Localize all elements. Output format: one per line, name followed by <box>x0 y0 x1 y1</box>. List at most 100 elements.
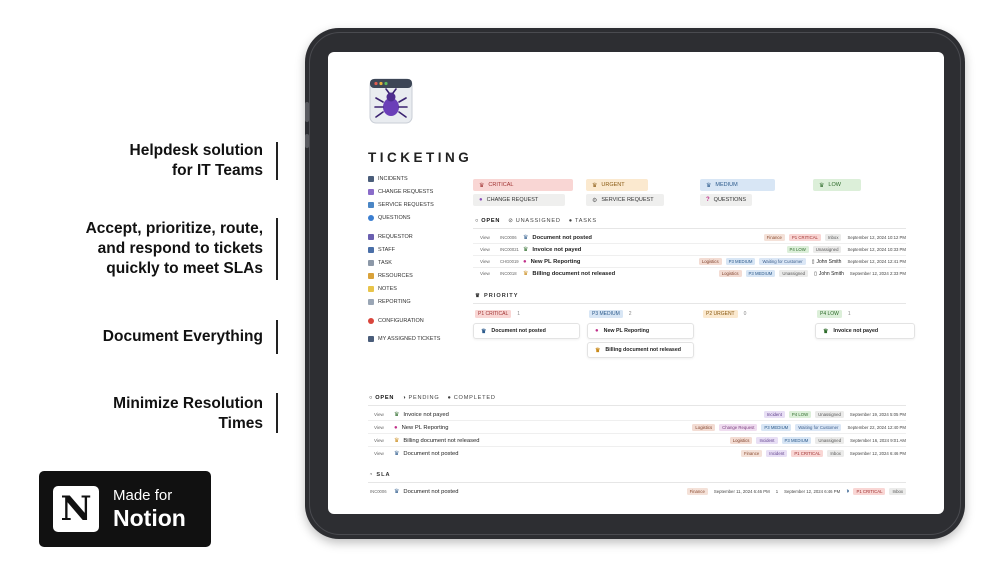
row-divider <box>473 243 906 244</box>
crown-icon: ♛ <box>523 235 529 241</box>
ticket-title: New PL Reporting <box>530 258 581 265</box>
priority-tag: P4 LOW <box>786 246 809 253</box>
tag-low[interactable]: ♛ LOW <box>813 179 861 191</box>
view-link[interactable]: View <box>480 271 490 276</box>
view-link[interactable]: View <box>374 412 384 417</box>
table-row[interactable]: View CHG0019 ● New PL Reporting Logistic… <box>480 256 906 267</box>
column-count: 2 <box>628 311 632 317</box>
tag-change-request[interactable]: ● CHANGE REQUEST <box>473 194 565 206</box>
status-tag: Unassigned <box>815 411 844 418</box>
page-title: TICKETING <box>368 150 473 165</box>
made-for-notion-badge: N Made for Notion <box>39 471 211 547</box>
tablet-side-button <box>305 134 309 148</box>
priority-tag: P3 MEDIUM <box>745 270 776 277</box>
resources-icon <box>368 272 374 279</box>
tab-open[interactable]: ○ OPEN <box>475 218 501 224</box>
dept-tag: Logistics <box>698 258 722 265</box>
assigned-icon <box>368 335 374 342</box>
clock-icon: ◔ <box>369 472 374 478</box>
nav-resources[interactable]: RESOURCES <box>368 269 413 282</box>
sidebar-nav-group2: REQUESTOR STAFF TASK RESOURCES NOTES REP… <box>368 230 413 308</box>
change-request-icon: ● <box>595 328 599 334</box>
board-card[interactable]: ♛ Document not posted <box>473 323 580 339</box>
board-card[interactable]: ♛ Billing document not released <box>587 342 694 358</box>
nav-incidents[interactable]: INCIDENTS <box>368 172 434 185</box>
gear-icon: ⚙ <box>592 197 598 204</box>
tabs-divider <box>473 228 906 229</box>
view-link[interactable]: View <box>374 438 384 443</box>
board-column-header[interactable]: P4 LOW 1 <box>817 310 851 318</box>
ticket-id: CHG0019 <box>500 259 519 264</box>
type-tag: Change Request <box>719 424 758 431</box>
table-row[interactable]: View ♛ Invoice not payed Incident P4 LOW… <box>374 409 906 420</box>
tag-critical[interactable]: ♛ CRITICAL <box>473 179 573 191</box>
unassigned-icon: ⊘ <box>508 218 514 224</box>
tab-tasks[interactable]: ● TASKS <box>568 218 597 224</box>
sla-row[interactable]: INC0006 ♛ Document not posted Finance Se… <box>370 486 906 497</box>
nav-notes[interactable]: NOTES <box>368 282 413 295</box>
table-row[interactable]: View INC0006 ♛ Document not posted Finan… <box>480 232 906 243</box>
tasks-icon: ● <box>568 218 573 224</box>
nav-staff[interactable]: STAFF <box>368 243 413 256</box>
priority-tag: P1 CRITICAL <box>853 488 886 495</box>
view-link[interactable]: View <box>480 247 490 252</box>
ticket-title: Document not posted <box>532 234 592 241</box>
assignee: ▯ John Smith <box>814 270 844 277</box>
tag-questions[interactable]: ? QUESTIONS <box>700 194 752 206</box>
nav-questions[interactable]: QUESTIONS <box>368 211 434 224</box>
gear-icon <box>368 317 374 324</box>
priority-tag: P1 CRITICAL <box>788 234 821 241</box>
nav-reporting[interactable]: REPORTING <box>368 295 413 308</box>
board-column-header[interactable]: P1 CRITICAL 1 <box>475 310 520 318</box>
tab-unassigned[interactable]: ⊘ UNASSIGNED <box>508 218 561 224</box>
tab-completed[interactable]: ● COMPLETED <box>447 395 496 401</box>
view-link[interactable]: View <box>480 235 490 240</box>
nav-my-assigned-tickets[interactable]: MY ASSIGNED TICKETS <box>368 332 440 345</box>
status-tag: Unassigned <box>812 246 842 253</box>
section-divider <box>368 482 906 483</box>
question-icon <box>368 214 374 221</box>
board-card[interactable]: ● New PL Reporting <box>587 323 694 339</box>
board-card[interactable]: ♛ Invoice not payed <box>815 323 915 339</box>
nav-requestor[interactable]: REQUESTOR <box>368 230 413 243</box>
nav-configuration[interactable]: CONFIGURATION <box>368 314 424 327</box>
column-count: 1 <box>847 311 851 317</box>
open-icon: ○ <box>475 218 480 224</box>
table-row[interactable]: View INC00021 ♛ Invoice not payed P4 LOW… <box>480 244 906 255</box>
sla-count: 1 <box>775 489 779 494</box>
tablet-screen: TICKETING INCIDENTS CHANGE REQUESTS SERV… <box>328 52 944 514</box>
board-column-header[interactable]: P2 URGENT 0 <box>703 310 746 318</box>
view-link[interactable]: View <box>480 259 490 264</box>
ticket-date: September 19, 2024 5:05 PM <box>849 412 906 417</box>
nav-service-requests[interactable]: SERVICE REQUESTS <box>368 198 434 211</box>
table-row[interactable]: View ♛ Document not posted Finance Incid… <box>374 448 906 459</box>
people-icon <box>368 233 374 240</box>
incident-icon <box>368 175 374 182</box>
type-tag: Incident <box>766 450 788 457</box>
nav-change-requests[interactable]: CHANGE REQUESTS <box>368 185 434 198</box>
completed-icon: ● <box>447 395 452 401</box>
ticket-date: September 12, 2024 2:33 PM <box>849 271 906 276</box>
ticket-date: September 12, 2024 12:41 PM <box>847 259 906 264</box>
board-column-header[interactable]: P3 MEDIUM 2 <box>589 310 632 318</box>
view-link[interactable]: View <box>374 451 384 456</box>
tab-open[interactable]: ○ OPEN <box>369 395 395 401</box>
tag-medium[interactable]: ♛ MEDIUM <box>700 179 775 191</box>
table-row[interactable]: View INC0018 ♛ Billing document not rele… <box>480 268 906 279</box>
crown-icon: ♛ <box>394 451 400 457</box>
status-tag: Waiting for Customer <box>759 258 806 265</box>
table-row[interactable]: View ● New PL Reporting Logistics Change… <box>374 422 906 433</box>
table-row[interactable]: View ♛ Billing document not released Log… <box>374 435 906 446</box>
low-icon: ♛ <box>819 182 825 189</box>
priority-heading: ♛ PRIORITY <box>475 293 519 299</box>
tag-service-request[interactable]: ⚙ SERVICE REQUEST <box>586 194 664 206</box>
ticket-title: New PL Reporting <box>401 424 449 431</box>
tag-urgent[interactable]: ♛ URGENT <box>586 179 648 191</box>
type-tag: Incident <box>763 411 785 418</box>
view-link[interactable]: View <box>374 425 384 430</box>
crown-icon: ♛ <box>481 328 487 335</box>
tagline-divider <box>276 142 278 180</box>
tab-pending[interactable]: ◑ PENDING <box>402 395 440 401</box>
nav-task[interactable]: TASK <box>368 256 413 269</box>
ticket-title: Billing document not released <box>403 437 480 444</box>
